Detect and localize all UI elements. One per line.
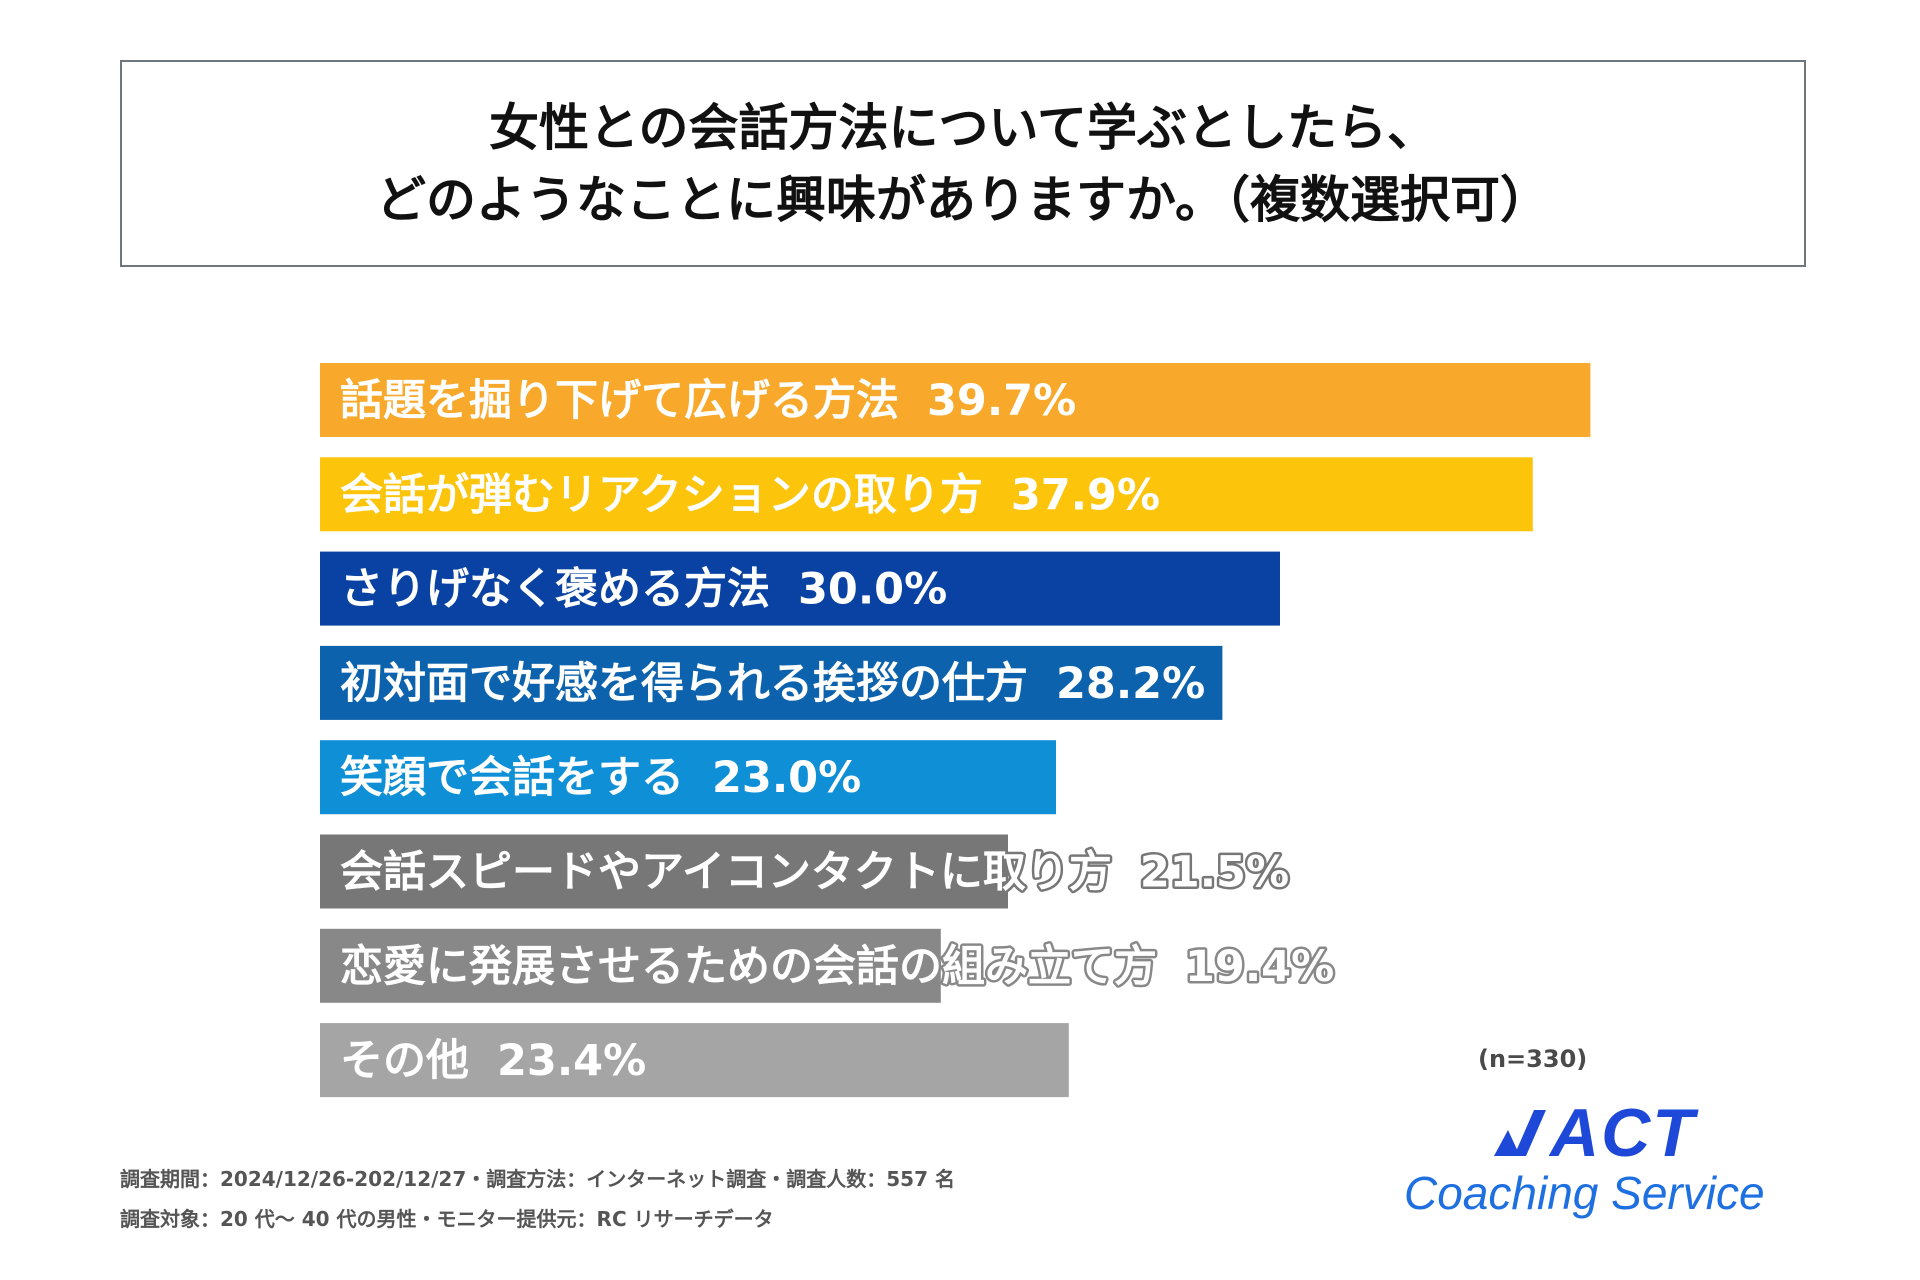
bar-value-7: 19.4% [1185, 942, 1334, 992]
bar-category-5: 笑顔で会話をする [340, 753, 684, 803]
bar-label-5: 笑顔で会話をする 23.0% [340, 753, 861, 803]
survey-footnote-target: 調査対象：20 代～ 40 代の男性・モニター提供元：RC リサーチデータ [120, 1207, 774, 1231]
logo-tagline-text: Coaching Service [1404, 1167, 1765, 1219]
horizontal-bar-chart: 話題を掘り下げて広げる方法 39.7% 会話が弾むリアクションの取り方 37.9% さり… [320, 363, 1591, 1098]
bar-2 [320, 457, 1533, 532]
bar-6 [320, 834, 1008, 909]
bar-5 [320, 740, 1056, 815]
survey-footnote-period: 調査期間：2024/12/26-202/12/27・調査方法：インターネット調査… [120, 1167, 955, 1191]
act-logo-mark-icon [1494, 1110, 1546, 1156]
bar-value-4: 28.2% [1056, 659, 1205, 709]
bar-category-6: 会話スピードやアイコンタクトに取り方 [340, 848, 1112, 898]
bar-category-3: さりげなく褒める方法 [340, 565, 770, 615]
bar-category-2: 会話が弾むリアクションの取り方 [340, 470, 983, 520]
bar-category-7: 恋愛に発展させるための会話の組み立て方 [340, 942, 1157, 992]
logo-brand-text: ACT [1550, 1095, 1696, 1171]
bar-7 [320, 928, 941, 1003]
bar-value-8: 23.4% [497, 1036, 646, 1086]
bar-label-2: 会話が弾むリアクションの取り方 37.9% [340, 470, 1160, 520]
chart-title-box: 女性との会話方法について学ぶとしたら、 どのようなことに興味がありますか。（複数… [120, 60, 1806, 267]
bar-value-6: 21.5% [1140, 848, 1289, 898]
bar-label-7: 恋愛に発展させるための会話の組み立て方 19.4% [340, 942, 1334, 992]
bar-category-8: その他 [340, 1036, 469, 1086]
bar-label-4: 初対面で好感を得られる挨拶の仕方 28.2% [340, 659, 1205, 709]
bar-label-8: その他 23.4% [340, 1036, 646, 1086]
bar-value-1: 39.7% [927, 376, 1076, 426]
bar-label-3: さりげなく褒める方法 30.0% [340, 565, 947, 615]
bar-label-6: 会話スピードやアイコンタクトに取り方 21.5% [340, 848, 1289, 898]
chart-title-line-1: 女性との会話方法について学ぶとしたら、 [489, 98, 1437, 157]
chart-title-line-2: どのようなことに興味がありますか。（複数選択可） [376, 170, 1550, 229]
bar-8 [320, 1023, 1069, 1098]
bar-3 [320, 551, 1280, 626]
bar-1 [320, 363, 1591, 437]
act-coaching-logo: ACT Coaching Service [1400, 1095, 1820, 1230]
bar-category-4: 初対面で好感を得られる挨拶の仕方 [340, 659, 1028, 709]
bar-value-5: 23.0% [712, 753, 861, 803]
bar-value-2: 37.9% [1011, 470, 1160, 520]
sample-size-label: (n=330) [1478, 1045, 1588, 1073]
bar-label-1: 話題を掘り下げて広げる方法 39.7% [340, 376, 1076, 426]
bar-category-1: 話題を掘り下げて広げる方法 [340, 376, 899, 426]
bar-4 [320, 645, 1223, 720]
bar-value-3: 30.0% [798, 565, 947, 615]
